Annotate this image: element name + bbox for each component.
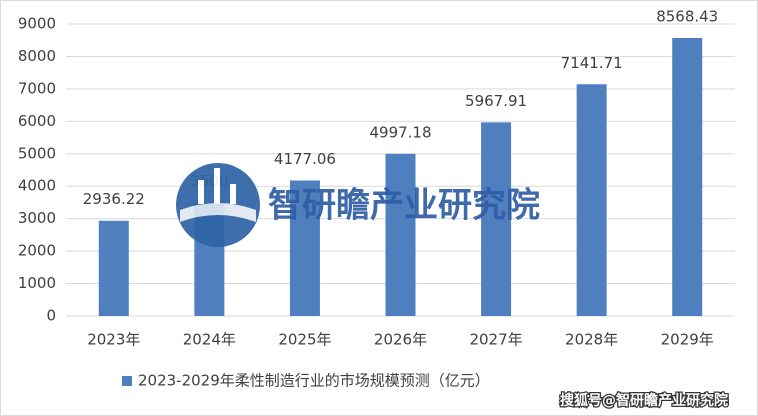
- y-tick-label: 7000: [18, 79, 56, 97]
- bar: [98, 220, 129, 316]
- y-tick-label: 2000: [18, 242, 56, 260]
- data-label: 5967.91: [465, 92, 527, 110]
- y-tick-label: 6000: [18, 112, 56, 130]
- watermark: 智研瞻产业研究院: [176, 163, 540, 247]
- data-label: 2936.22: [83, 190, 145, 208]
- watermark-logo-bar: [214, 168, 220, 204]
- x-tick-label: 2029年: [661, 331, 714, 349]
- watermark-text: 智研瞻产业研究院: [268, 186, 540, 226]
- x-tick-label: 2026年: [374, 331, 427, 349]
- y-tick-label: 1000: [18, 274, 56, 292]
- data-label: 7141.71: [561, 54, 623, 72]
- bar: [576, 84, 607, 316]
- bar: [672, 38, 703, 317]
- plot: 0 1000 2000 3000 4000 5000 6000 7000 8000 9000 202…: [18, 8, 735, 390]
- y-tick-label: 9000: [18, 15, 56, 33]
- y-tick-label: 0: [46, 307, 56, 325]
- bar: [289, 180, 320, 316]
- x-tick-label: 2025年: [278, 331, 331, 349]
- legend-swatch: [122, 376, 132, 386]
- bar: [385, 153, 416, 316]
- bar: [481, 122, 512, 316]
- x-tick-label: 2023年: [87, 331, 140, 349]
- y-tick-label: 4000: [18, 177, 56, 195]
- x-tick-label: 2024年: [183, 331, 236, 349]
- y-tick-label: 3000: [18, 209, 56, 227]
- watermark-logo-bar: [230, 184, 236, 204]
- x-tick-label: 2028年: [565, 331, 618, 349]
- corner-watermark: 搜狐号@智研瞻产业研究院: [560, 392, 728, 409]
- data-label: 4997.18: [369, 123, 431, 141]
- x-tick-label: 2027年: [469, 331, 522, 349]
- data-label: 4177.06: [274, 150, 336, 168]
- legend-label: 2023-2029年柔性制造行业的市场规模预测（亿元）: [138, 372, 490, 390]
- data-label: 8568.43: [656, 8, 718, 26]
- y-tick-label: 5000: [18, 144, 56, 162]
- y-tick-label: 8000: [18, 47, 56, 65]
- watermark-logo-bar: [198, 180, 204, 204]
- watermark-logo-wave: [180, 203, 256, 222]
